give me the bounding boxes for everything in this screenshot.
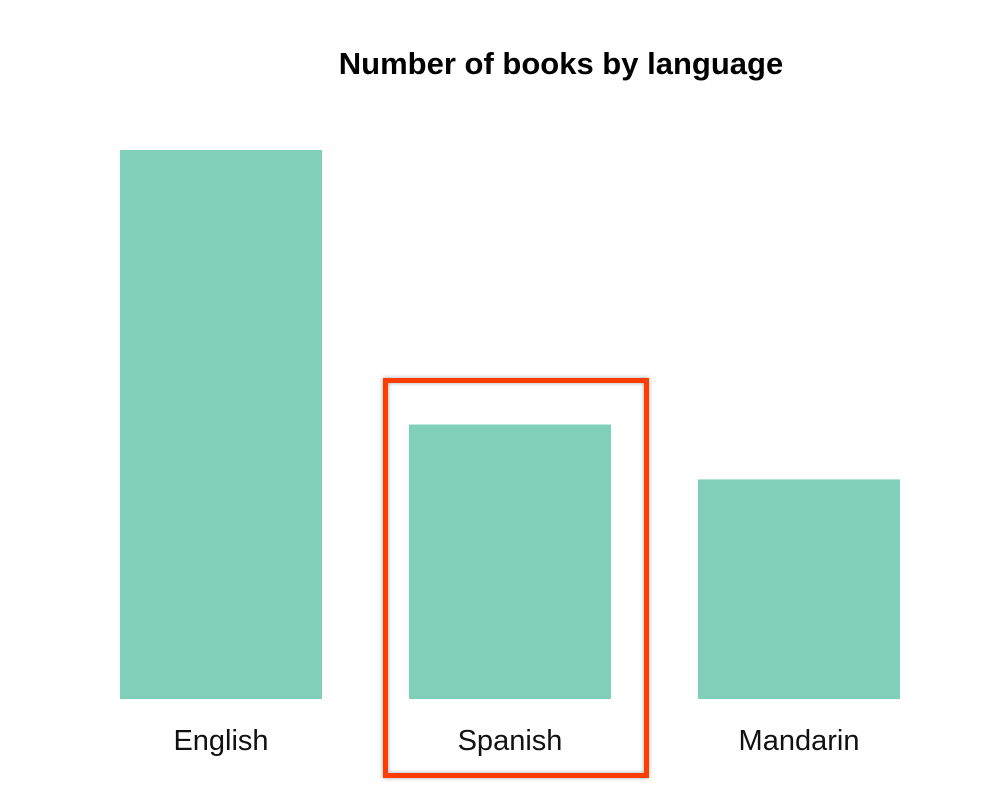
x-tick-label: Spanish <box>458 725 563 757</box>
highlight-box <box>383 378 649 778</box>
chart-title: Number of books by language <box>339 46 783 81</box>
x-tick-label: English <box>173 725 268 757</box>
bar-spanish <box>409 424 611 699</box>
x-tick-label: Mandarin <box>739 725 860 757</box>
bar-mandarin <box>698 479 900 699</box>
bar-english <box>120 150 322 699</box>
